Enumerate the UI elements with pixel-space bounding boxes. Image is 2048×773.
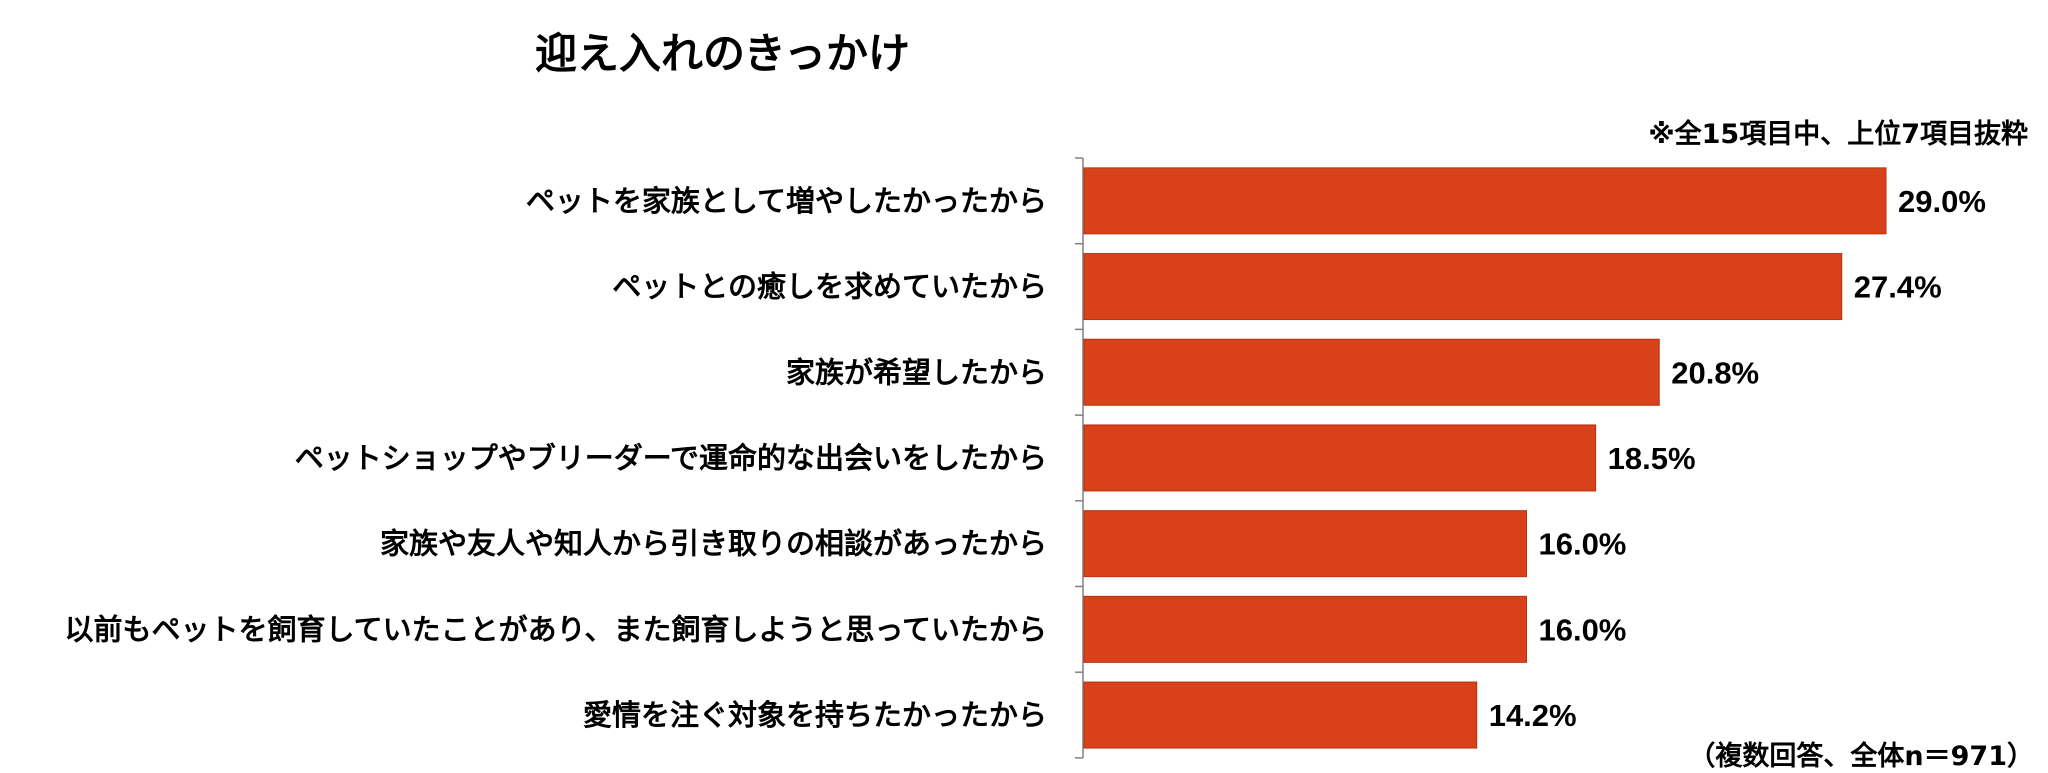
category-label-2: ペットとの癒しを求めていたから (612, 270, 1047, 304)
value-label-5: 16.0% (1538, 527, 1626, 562)
value-label-2: 27.4% (1854, 270, 1942, 305)
bar-4 (1083, 424, 1597, 492)
category-label-4: ペットショップやブリーダーで運命的な出会いをしたから (295, 441, 1047, 475)
bar-2 (1083, 253, 1843, 321)
chart-footnote: （複数回答、全体n＝971） (1688, 741, 2034, 772)
chart-note: ※全15項目中、上位7項目抜粋 (1648, 119, 2028, 150)
category-label-5: 家族や友人や知人から引き取りの相談があったから (380, 527, 1047, 561)
value-label-7: 14.2% (1489, 698, 1577, 733)
value-label-3: 20.8% (1671, 355, 1759, 390)
category-label-7: 愛情を注ぐ対象を持ちたかったから (583, 698, 1047, 732)
category-label-6: 以前もペットを飼育していたことがあり、また飼育しようと思っていたから (64, 612, 1047, 646)
bar-3 (1083, 338, 1660, 406)
value-label-6: 16.0% (1538, 612, 1626, 647)
value-label-4: 18.5% (1608, 441, 1696, 476)
bar-1 (1083, 167, 1887, 235)
category-label-3: 家族が希望したから (786, 355, 1047, 389)
chart-title: 迎え入れのきっかけ (534, 29, 911, 78)
bar-7 (1083, 681, 1478, 749)
bar-5 (1083, 510, 1527, 578)
bar-6 (1083, 595, 1527, 663)
value-label-1: 29.0% (1898, 184, 1986, 219)
category-label-1: ペットを家族として増やしたかったから (526, 184, 1047, 218)
